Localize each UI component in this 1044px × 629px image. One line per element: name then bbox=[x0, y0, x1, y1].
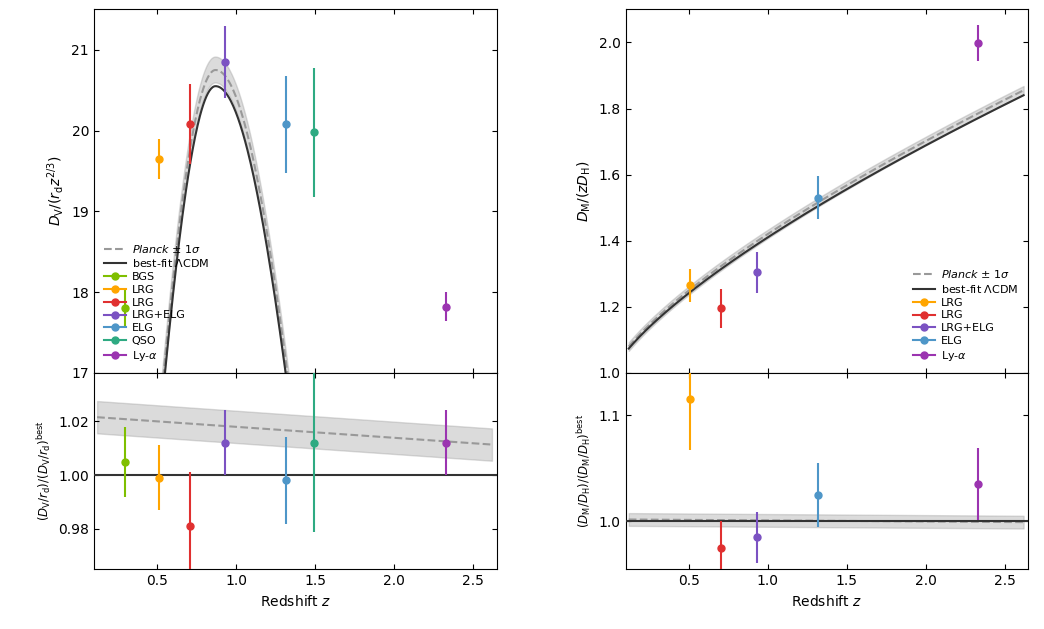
X-axis label: Redshift $z$: Redshift $z$ bbox=[791, 594, 862, 609]
Legend: $\mathit{Planck}$ $\pm$ 1$\sigma$, best-fit $\Lambda$CDM, BGS, LRG, LRG, LRG+ELG: $\mathit{Planck}$ $\pm$ 1$\sigma$, best-… bbox=[99, 238, 214, 367]
Y-axis label: $(D_{\mathrm{V}}/r_{\mathrm{d}})/(D_{\mathrm{V}}/r_{\mathrm{d}})^{\mathrm{best}}: $(D_{\mathrm{V}}/r_{\mathrm{d}})/(D_{\ma… bbox=[34, 421, 52, 521]
Legend: $\mathit{Planck}$ $\pm$ 1$\sigma$, best-fit $\Lambda$CDM, LRG, LRG, LRG+ELG, ELG: $\mathit{Planck}$ $\pm$ 1$\sigma$, best-… bbox=[908, 264, 1023, 367]
Y-axis label: $(D_{\mathrm{M}}/D_{\mathrm{H}})/(D_{\mathrm{M}}/D_{\mathrm{H}})^{\mathrm{best}}: $(D_{\mathrm{M}}/D_{\mathrm{H}})/(D_{\ma… bbox=[575, 414, 593, 528]
Y-axis label: $D_{\mathrm{V}}/(r_{\mathrm{d}} z^{2/3})$: $D_{\mathrm{V}}/(r_{\mathrm{d}} z^{2/3})… bbox=[45, 156, 66, 226]
Y-axis label: $D_{\mathrm{M}}/(z D_{\mathrm{H}})$: $D_{\mathrm{M}}/(z D_{\mathrm{H}})$ bbox=[575, 160, 593, 222]
X-axis label: Redshift $z$: Redshift $z$ bbox=[260, 594, 331, 609]
